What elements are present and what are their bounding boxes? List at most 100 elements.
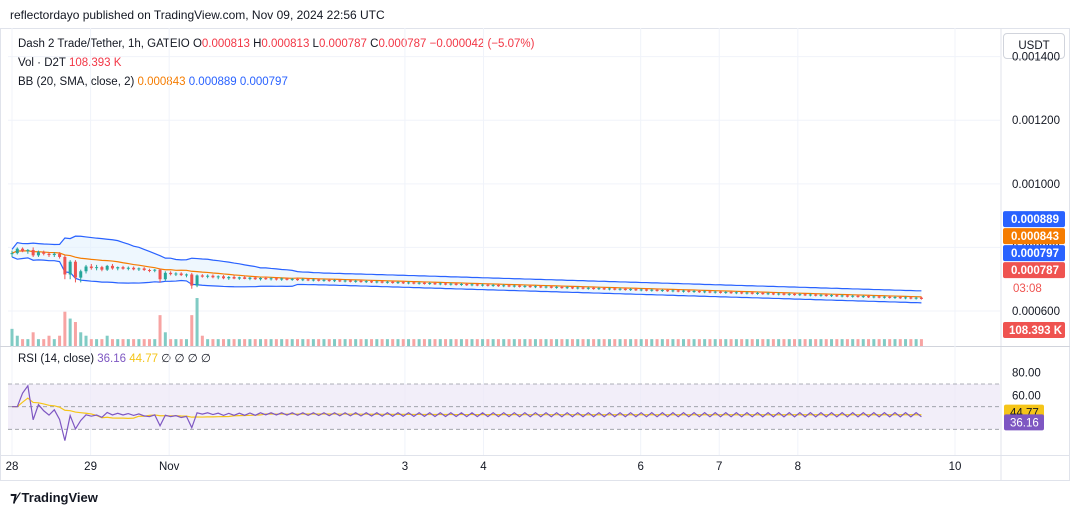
candle-body: [507, 285, 511, 287]
candle-body: [491, 284, 495, 286]
volume-bar: [169, 339, 173, 346]
candle-body: [179, 273, 183, 276]
volume-bar: [470, 339, 474, 346]
rsi-price-label-bg: [1004, 414, 1044, 431]
volume-bar: [803, 339, 807, 346]
volume-bar: [777, 339, 781, 346]
candle-body: [697, 290, 701, 293]
candle-body: [105, 265, 109, 270]
candle-body: [840, 295, 844, 297]
candle-body: [798, 294, 802, 296]
candle-body: [385, 281, 389, 283]
volume-bar: [724, 339, 728, 346]
candle-body: [301, 279, 305, 281]
volume-bar: [586, 339, 590, 346]
volume-bar: [428, 339, 432, 346]
bb-basis-value: 0.000843: [137, 76, 186, 88]
high-value: 0.000813: [261, 38, 310, 50]
volume-bar: [808, 339, 812, 346]
candle-body: [914, 297, 918, 299]
candle-body: [31, 249, 35, 256]
volume-bar: [740, 339, 744, 346]
volume-bar: [481, 339, 485, 346]
candle-body: [681, 290, 685, 292]
symbol-name[interactable]: Dash 2 Trade/Tether, 1h, GATEIO: [18, 38, 190, 50]
volume-bar: [179, 339, 183, 346]
bb-label[interactable]: BB (20, SMA, close, 2): [18, 76, 135, 88]
candle-body: [565, 287, 569, 289]
volume-bar: [861, 339, 865, 346]
candle-body: [470, 284, 474, 286]
candle-body: [793, 293, 797, 296]
volume-bar: [21, 339, 25, 346]
candle-body: [259, 277, 263, 280]
volume-bar: [523, 339, 527, 346]
candle-body: [380, 281, 384, 283]
volume-bar: [237, 339, 241, 346]
volume-bar: [618, 339, 622, 346]
candle-body: [253, 277, 257, 280]
volume-label-bg: [1003, 322, 1065, 338]
volume-bar: [904, 339, 908, 346]
volume-bar: [195, 298, 199, 346]
volume-bar: [613, 339, 617, 346]
candle-body: [904, 297, 908, 299]
volume-bar: [73, 322, 77, 346]
tradingview-logo[interactable]: ⁊⁄ TradingView: [10, 489, 98, 506]
volume-bar: [385, 339, 389, 346]
change-value: −0.000042 (−5.07%): [429, 38, 535, 50]
candle-body: [190, 274, 194, 286]
volume-bar: [602, 339, 606, 346]
volume-bar: [227, 339, 231, 346]
volume-bar: [206, 339, 210, 346]
volume-bar: [581, 339, 585, 346]
main-legend: Dash 2 Trade/Tether, 1h, GATEIO O 0.00081…: [18, 35, 534, 92]
volume-bar: [36, 339, 40, 346]
candle-body: [147, 269, 151, 271]
time-tick-label: 10: [949, 461, 962, 473]
candle-body: [21, 248, 25, 252]
volume-bar: [719, 339, 723, 346]
high-label: H: [253, 38, 262, 50]
volume-bar: [708, 339, 712, 346]
candle-body: [867, 296, 871, 298]
volume-bar: [475, 339, 479, 346]
close-value: 0.000787: [378, 38, 427, 50]
volume-bar: [570, 339, 574, 346]
candle-body: [898, 297, 902, 299]
price-label-bg: [1003, 228, 1065, 245]
candle-body: [560, 286, 564, 289]
open-label: O: [192, 38, 202, 50]
volume-label[interactable]: Vol · D2T: [18, 57, 66, 69]
candle-body: [782, 293, 786, 295]
candle-body: [671, 290, 675, 292]
rsi-value: 36.16: [97, 353, 127, 365]
candle-body: [644, 289, 648, 291]
volume-bar: [359, 339, 363, 346]
candle-body: [623, 288, 627, 291]
candle-body: [89, 266, 93, 269]
candle-body: [909, 297, 913, 299]
candle-body: [830, 295, 834, 297]
candle-body: [576, 287, 580, 289]
candle-body: [248, 277, 252, 279]
volume-bar: [306, 339, 310, 346]
volume-bar: [623, 339, 627, 346]
candle-body: [618, 288, 622, 290]
candle-body: [327, 279, 331, 282]
volume-bar: [364, 339, 368, 346]
candle-body: [184, 274, 188, 276]
volume-bar: [58, 335, 62, 346]
candle-body: [290, 278, 294, 280]
rsi-label[interactable]: RSI (14, close): [18, 353, 95, 365]
volume-bar: [449, 339, 453, 346]
candle-body: [650, 289, 654, 291]
candle-body: [354, 280, 358, 282]
candle-body: [200, 275, 204, 277]
time-tick-label: 7: [716, 461, 722, 473]
volume-bar: [771, 339, 775, 346]
currency-button[interactable]: USDT: [1003, 33, 1065, 59]
volume-bar: [576, 339, 580, 346]
volume-bar: [253, 339, 257, 346]
